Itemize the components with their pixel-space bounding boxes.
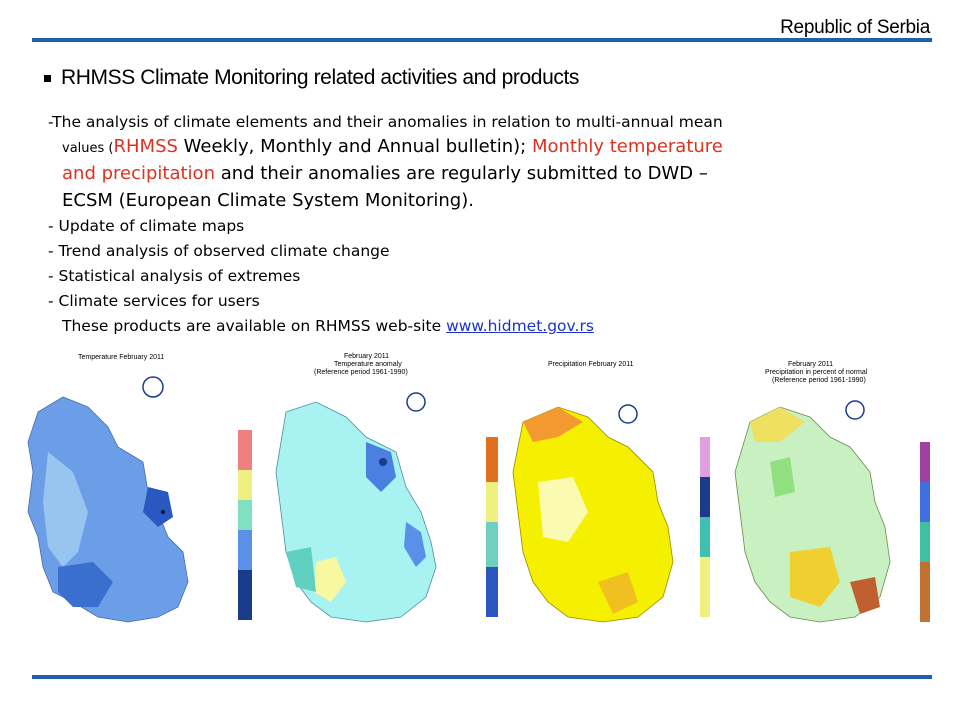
values-prefix: values (	[62, 141, 114, 156]
country-label: Republic of Serbia	[780, 17, 930, 38]
station-marker	[161, 510, 165, 514]
percent-region	[770, 457, 795, 497]
products-text: These products are available on RHMSS we…	[62, 317, 447, 335]
bulletin-text: Weekly, Monthly and Annual bulletin);	[177, 136, 532, 157]
submitted-text: and their anomalies are regularly submit…	[214, 163, 708, 184]
temp-region	[43, 452, 88, 567]
logo-icon	[618, 404, 638, 424]
precip-region	[523, 407, 583, 442]
website-link[interactable]: www.hidmet.gov.rs	[446, 317, 594, 335]
item-climate-maps: - Update of climate maps	[48, 217, 245, 235]
temperature-anomaly-map: February 2011 Temperature anomaly (Refer…	[256, 352, 478, 670]
precipitation-percent-map: February 2011 Precipitation in percent o…	[710, 352, 930, 670]
precip-region	[538, 477, 588, 542]
bulletin-line: values (RHMSS Weekly, Monthly and Annual…	[48, 133, 888, 160]
logo-icon	[845, 400, 865, 420]
square-bullet-icon	[44, 74, 51, 82]
ecsm-line: ECSM (European Climate System Monitoring…	[62, 190, 474, 211]
map-title: (Reference period 1961-1990)	[314, 369, 408, 376]
item-trend-analysis: - Trend analysis of observed climate cha…	[48, 242, 390, 260]
anomaly-region	[314, 557, 346, 602]
precip-region	[598, 572, 638, 614]
map-title: (Reference period 1961-1990)	[772, 377, 866, 384]
map-title: Temperature anomaly	[334, 361, 402, 368]
percent-region	[790, 547, 840, 607]
monthly-temp-red: Monthly temperature	[531, 136, 723, 157]
anomaly-region	[366, 442, 396, 492]
serbia-outline	[734, 406, 891, 623]
percent-region	[750, 407, 805, 442]
serbia-outline	[275, 401, 437, 623]
item-services: - Climate services for users	[48, 292, 260, 310]
map-title: Precipitation in percent of normal	[765, 369, 868, 376]
logo-icon	[142, 376, 164, 398]
climate-maps: Temperature February 2011 February 2011 …	[18, 352, 930, 670]
rhmss-red: RHMSS	[113, 136, 178, 157]
percent-region	[850, 577, 880, 614]
item-extremes: - Statistical analysis of extremes	[48, 267, 301, 285]
precipitation-map: Precipitation February 2011	[478, 352, 710, 670]
map-title: Temperature February 2011	[78, 354, 164, 361]
temperature-map: Temperature February 2011	[18, 352, 256, 670]
precip-line: and precipitation and their anomalies ar…	[48, 160, 888, 187]
bottom-divider	[32, 675, 932, 679]
serbia-outline	[512, 406, 674, 623]
anomaly-region	[286, 547, 316, 592]
body-text: -The analysis of climate elements and th…	[48, 112, 888, 337]
map-title: February 2011	[788, 361, 833, 368]
slide-title: RHMSS Climate Monitoring related activit…	[44, 66, 579, 90]
analysis-line: -The analysis of climate elements and th…	[48, 113, 723, 131]
anomaly-region	[404, 522, 426, 567]
temp-region	[143, 487, 173, 527]
top-divider	[32, 38, 932, 42]
station-marker	[379, 458, 387, 466]
map-title: February 2011	[344, 353, 389, 360]
map-title: Precipitation February 2011	[548, 361, 634, 368]
precip-red: and precipitation	[62, 163, 215, 184]
slide-title-text: RHMSS Climate Monitoring related activit…	[61, 66, 579, 89]
temp-region	[58, 562, 113, 607]
logo-icon	[406, 392, 426, 412]
products-line: These products are available on RHMSS we…	[48, 316, 888, 337]
